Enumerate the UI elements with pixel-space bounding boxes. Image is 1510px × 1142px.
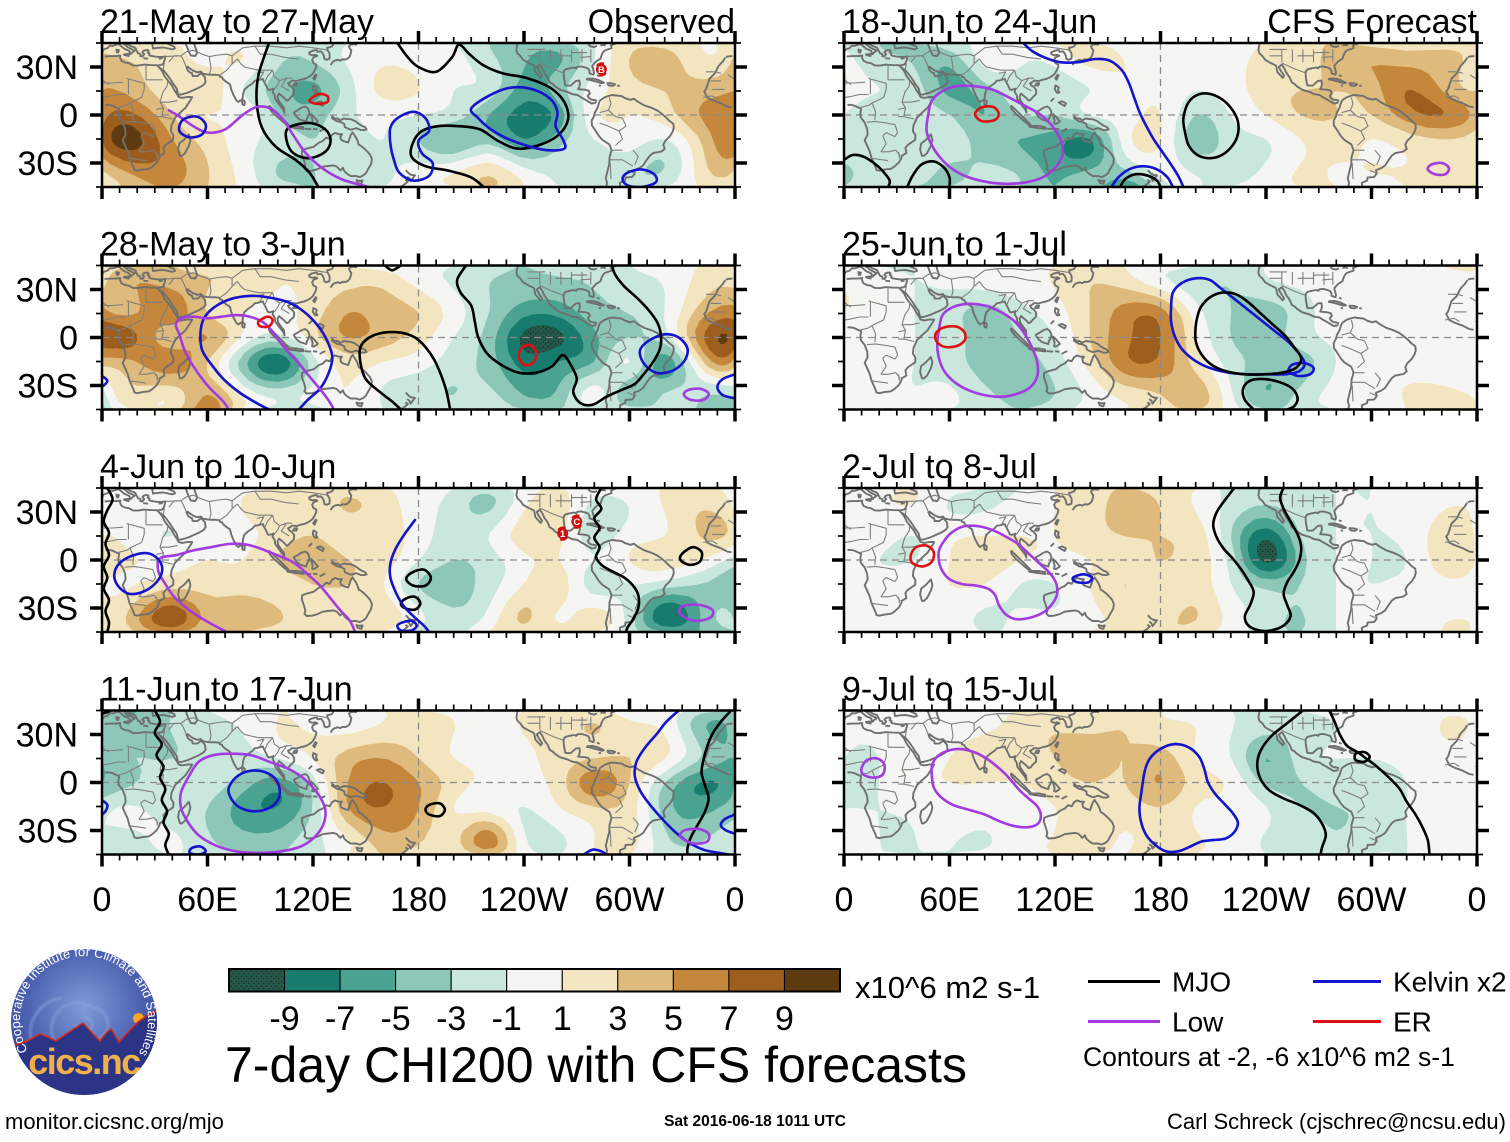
svg-text:120E: 120E: [273, 881, 352, 919]
svg-text:0: 0: [59, 542, 78, 580]
svg-text:MJO: MJO: [1172, 967, 1231, 998]
svg-text:25-Jun to 1-Jul: 25-Jun to 1-Jul: [842, 226, 1067, 264]
svg-text:Observed: Observed: [588, 3, 735, 41]
svg-text:30N: 30N: [16, 717, 78, 755]
svg-text:30S: 30S: [18, 145, 79, 183]
svg-text:0: 0: [59, 320, 78, 358]
svg-text:-3: -3: [436, 1000, 466, 1038]
svg-text:30S: 30S: [18, 368, 79, 406]
svg-text:30N: 30N: [16, 49, 78, 87]
svg-text:0: 0: [59, 97, 78, 135]
svg-text:60W: 60W: [1337, 881, 1407, 919]
svg-text:60E: 60E: [177, 881, 238, 919]
svg-text:9: 9: [775, 1000, 794, 1038]
svg-text:60E: 60E: [919, 881, 980, 919]
svg-text:1: 1: [553, 1000, 572, 1038]
svg-text:Carl Schreck (cjschrec@ncsu.ed: Carl Schreck (cjschrec@ncsu.edu): [1167, 1109, 1506, 1134]
svg-text:4-Jun to 10-Jun: 4-Jun to 10-Jun: [100, 448, 336, 486]
svg-text:CFS Forecast: CFS Forecast: [1267, 3, 1477, 41]
svg-text:7: 7: [719, 1000, 738, 1038]
svg-text:-9: -9: [269, 1000, 299, 1038]
svg-text:30N: 30N: [16, 272, 78, 310]
svg-text:9-Jul to 15-Jul: 9-Jul to 15-Jul: [842, 671, 1056, 709]
svg-text:C: C: [573, 517, 580, 528]
svg-text:3: 3: [608, 1000, 627, 1038]
svg-text:180: 180: [390, 881, 447, 919]
svg-text:7-day CHI200 with CFS forecast: 7-day CHI200 with CFS forecasts: [225, 1037, 967, 1093]
svg-text:120E: 120E: [1015, 881, 1094, 919]
svg-text:2-Jul to 8-Jul: 2-Jul to 8-Jul: [842, 448, 1037, 486]
svg-text:-1: -1: [492, 1000, 522, 1038]
svg-text:0: 0: [1468, 881, 1487, 919]
svg-text:Contours at -2, -6 x10^6 m2 s-: Contours at -2, -6 x10^6 m2 s-1: [1083, 1042, 1455, 1072]
svg-text:0: 0: [726, 881, 745, 919]
svg-text:11-Jun to 17-Jun: 11-Jun to 17-Jun: [100, 671, 353, 709]
svg-text:180: 180: [1132, 881, 1189, 919]
svg-text:x10^6 m2 s-1: x10^6 m2 s-1: [855, 970, 1040, 1005]
svg-text:18-Jun to 24-Jun: 18-Jun to 24-Jun: [842, 3, 1097, 41]
svg-text:Low: Low: [1172, 1007, 1224, 1038]
svg-text:Sat 2016-06-18 1011 UTC: Sat 2016-06-18 1011 UTC: [664, 1113, 846, 1130]
svg-text:21-May to 27-May: 21-May to 27-May: [100, 3, 374, 41]
svg-text:Kelvin x2: Kelvin x2: [1393, 967, 1507, 998]
svg-text:0: 0: [93, 881, 112, 919]
svg-text:0: 0: [59, 765, 78, 803]
svg-text:-5: -5: [380, 1000, 410, 1038]
svg-text:B: B: [598, 65, 605, 76]
svg-text:28-May to 3-Jun: 28-May to 3-Jun: [100, 226, 346, 264]
svg-text:30S: 30S: [18, 590, 79, 628]
svg-text:ER: ER: [1393, 1007, 1432, 1038]
svg-text:1: 1: [560, 529, 566, 540]
svg-text:120W: 120W: [1222, 881, 1311, 919]
svg-text:120W: 120W: [480, 881, 569, 919]
svg-text:30S: 30S: [18, 813, 79, 851]
svg-text:cics.nc: cics.nc: [28, 1041, 140, 1082]
svg-text:monitor.cicsnc.org/mjo: monitor.cicsnc.org/mjo: [5, 1109, 224, 1134]
svg-text:5: 5: [664, 1000, 683, 1038]
svg-text:-7: -7: [325, 1000, 355, 1038]
svg-text:60W: 60W: [595, 881, 665, 919]
svg-text:30N: 30N: [16, 494, 78, 532]
svg-text:0: 0: [835, 881, 854, 919]
